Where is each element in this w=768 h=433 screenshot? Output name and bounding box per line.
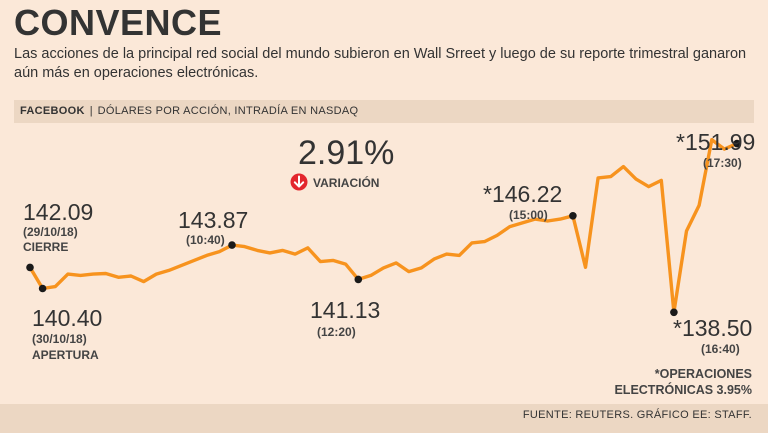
footer-bar [0, 404, 768, 433]
close-date-label: (29/10/18) [23, 225, 78, 239]
peak-time-label: (10:40) [186, 233, 225, 247]
open-text-label: APERTURA [32, 348, 99, 362]
noon-low-time-label: (12:20) [317, 325, 356, 339]
chart-description: DÓLARES POR ACCIÓN, INTRADÍA EN NASDAQ [97, 105, 359, 117]
open-value-label: 140.40 [32, 305, 102, 331]
ah-low-time-label: (16:40) [701, 342, 740, 356]
price-line [28, 137, 739, 314]
company-name: FACEBOOK [20, 105, 85, 117]
data-point-141-13 [354, 275, 363, 284]
data-point-140-40 [38, 284, 47, 293]
ah-high-value-label: *151.99 [676, 129, 755, 155]
data-point-ah-146-22 [569, 212, 577, 220]
ah-low-value-label: *138.50 [673, 315, 752, 341]
close-text-label: CIERRE [23, 240, 68, 254]
line-layer [28, 137, 739, 314]
open-date-label: (30/10/18) [32, 332, 87, 346]
data-point-143-87 [228, 241, 236, 249]
chart-title: CONVENCE [14, 2, 223, 43]
noon-low-value-label: 141.13 [310, 297, 380, 323]
close-value-label: 142.09 [23, 199, 93, 225]
variation-label: VARIACIÓN [313, 175, 379, 190]
variation-value: 2.91% [298, 134, 394, 172]
data-point-ah-151-99 [733, 139, 741, 148]
note-line-1: *OPERACIONES [655, 367, 752, 381]
day-close-value-label: *146.22 [483, 181, 562, 207]
chart-header-bar: FACEBOOK | DÓLARES POR ACCIÓN, INTRADÍA EN… [14, 100, 754, 123]
dot-layer [26, 139, 741, 317]
ah-high-time-label: (17:30) [703, 156, 742, 170]
day-close-time-label: (15:00) [509, 208, 548, 222]
footer-source: FUENTE: REUTERS. GRÁFICO EE: STAFF. [522, 409, 752, 421]
note-line-2: ELECTRÓNICAS 3.95% [614, 382, 752, 397]
chart-subtitle: Las acciones de la principal red social … [14, 46, 747, 81]
data-point-ah-138-50 [670, 308, 678, 317]
peak-value-label: 143.87 [178, 207, 248, 233]
separator: | [89, 105, 93, 117]
down-arrow-icon [290, 173, 308, 191]
data-point-142-09 [26, 263, 34, 272]
